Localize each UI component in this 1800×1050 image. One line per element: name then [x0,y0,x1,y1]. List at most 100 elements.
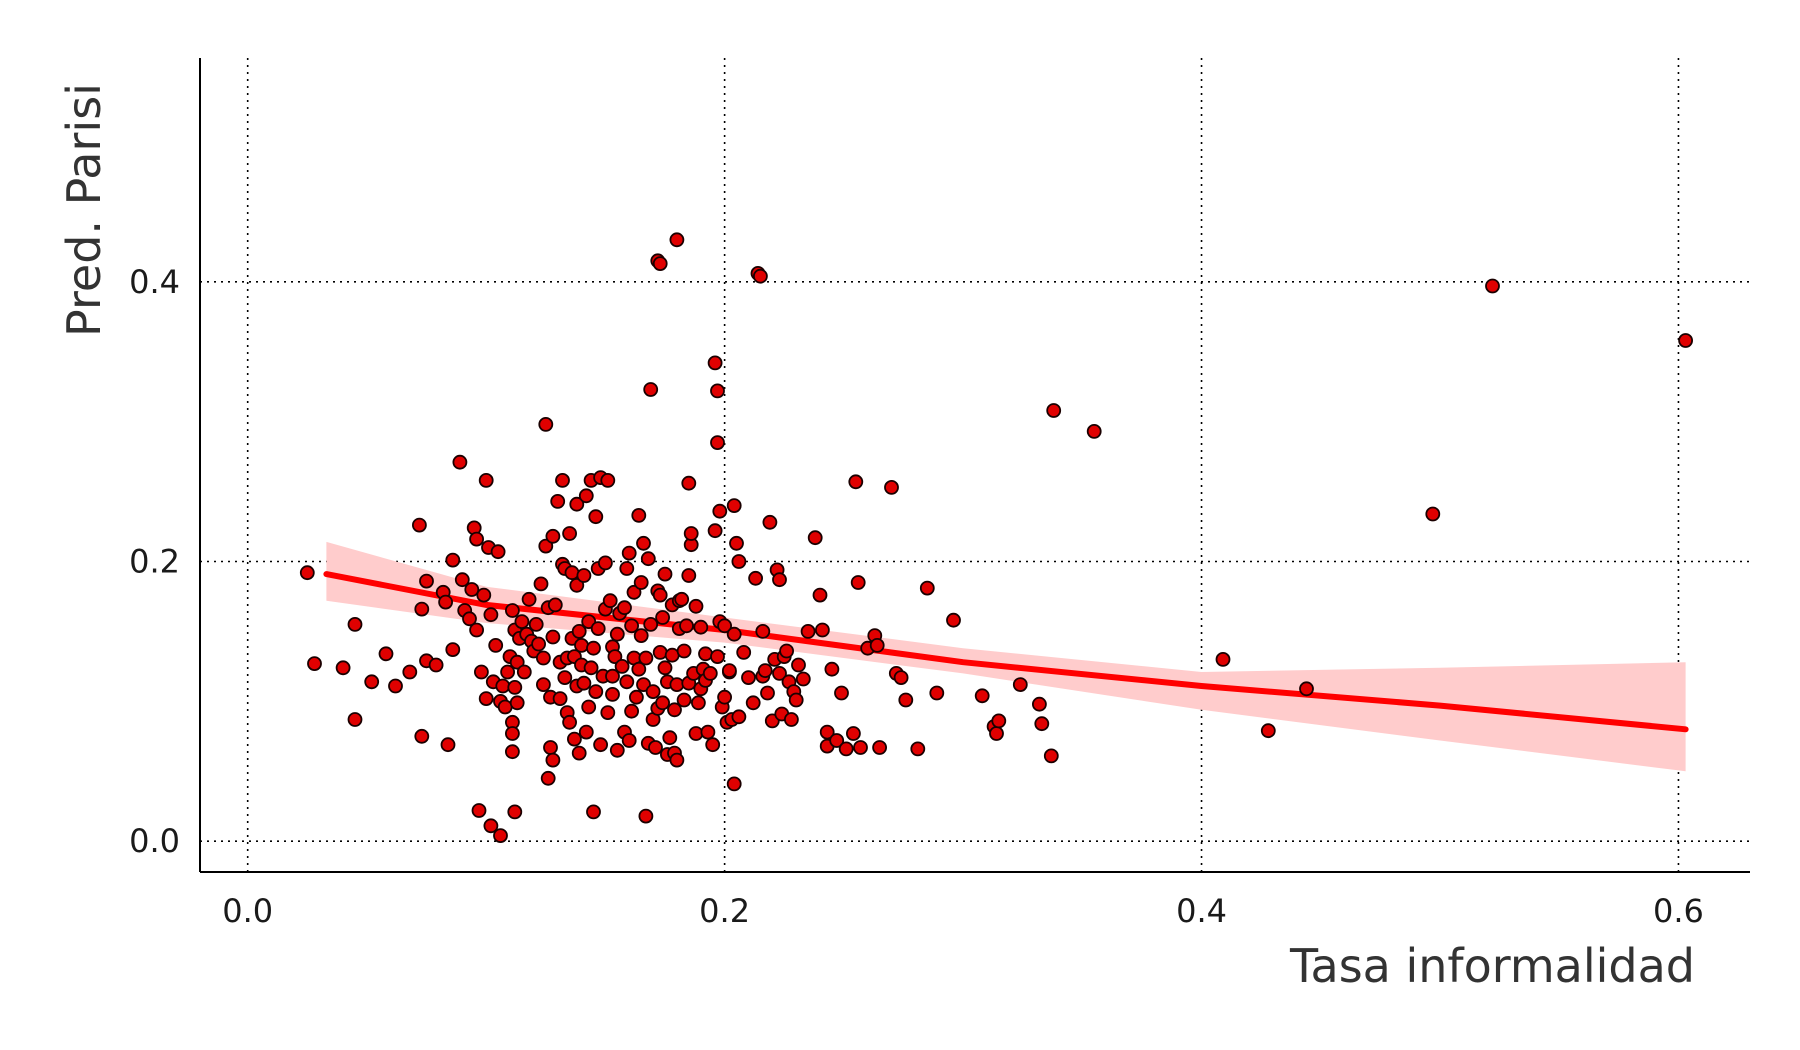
data-point [726,776,742,792]
data-point [717,618,732,634]
data-point [469,622,485,638]
data-point [829,733,845,748]
data-point [619,561,635,576]
data-point [753,268,768,284]
data-point [576,675,592,691]
data-point [710,649,725,664]
data-point [1299,681,1314,697]
data-point [533,576,549,592]
data-point [505,603,520,618]
data-point [507,680,523,695]
data-point [655,610,670,625]
data-point [581,699,597,715]
data-point [717,689,732,705]
data-point [652,645,668,660]
data-point [636,535,651,551]
x-tick-label: 0.2 [699,892,750,930]
data-point [688,598,704,614]
data-point [516,664,532,680]
data-point [538,416,554,432]
data-point [624,618,639,634]
data-point [609,742,625,758]
data-point [815,622,830,638]
data-point [1034,716,1050,732]
data-point [705,737,721,753]
data-point [679,618,694,634]
data-point [1012,677,1028,692]
data-point [731,554,747,569]
data-point [619,674,635,690]
data-point [614,659,630,674]
data-point [607,649,623,664]
data-point [629,689,644,705]
data-point [788,692,804,708]
data-point [452,454,468,470]
data-point [729,535,744,551]
data-point [812,587,828,603]
data-point [564,565,580,581]
data-point [929,685,945,701]
data-point [483,607,499,623]
data-point [772,572,787,588]
data-point [557,670,573,685]
data-point [648,740,663,755]
data-point [638,808,654,824]
data-point [760,685,775,701]
data-point [471,803,487,818]
data-point [834,685,849,701]
data-point [576,568,592,583]
x-tick-label: 0.0 [222,892,273,930]
data-point [731,709,747,725]
data-point [898,692,914,708]
trend-line-path [323,571,1689,733]
data-point [454,572,470,588]
data-point [681,568,697,583]
data-point [609,626,625,642]
data-point [819,724,835,740]
data-point [536,650,551,666]
grid-lines [200,58,1750,872]
data-point [299,565,315,581]
trend-line [323,571,1689,733]
data-point [710,435,725,451]
data-point [335,660,351,676]
data-point [473,664,489,680]
data-point [411,517,427,533]
data-point [791,657,806,673]
data-point [621,733,637,748]
data-point [850,575,866,590]
data-point [414,601,430,617]
data-point [621,545,637,561]
data-point [669,677,685,692]
data-point [1260,723,1276,739]
y-axis-title: Pred. Parisi [57,83,111,337]
data-point [624,703,639,719]
data-point [419,573,434,589]
data-point [505,744,520,760]
confidence-band [326,541,1686,772]
data-point [578,724,594,740]
data-point [662,730,678,746]
data-point [707,523,723,539]
data-point [509,695,525,711]
data-point [509,654,525,670]
data-point [645,684,661,699]
data-point [655,695,670,711]
data-point [578,488,594,504]
data-point [514,614,530,629]
data-point [707,355,723,371]
data-point [669,752,685,768]
data-point [919,580,935,596]
data-point [772,666,787,681]
data-point [640,551,656,567]
data-point [722,663,737,678]
data-point [745,695,761,711]
data-point [521,591,537,607]
data-point [1086,423,1102,439]
data-point [552,691,568,706]
data-point [574,638,589,653]
data-point [593,737,608,753]
data-point [652,587,668,603]
data-point [848,474,864,490]
data-point [545,629,561,645]
